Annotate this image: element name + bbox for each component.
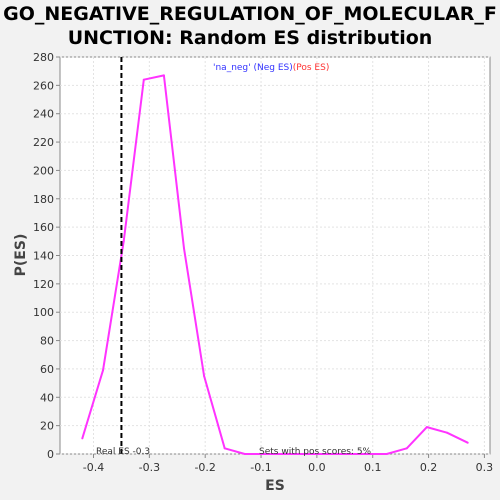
y-axis-title: P(ES)	[13, 234, 29, 277]
y-tick-label: 60	[40, 363, 54, 376]
data-point	[81, 437, 84, 440]
y-tick-label: 160	[33, 221, 54, 234]
data-point	[203, 375, 206, 377]
real-es-label: Real ES -0.3	[96, 447, 150, 457]
y-tick-label: 0	[47, 448, 54, 461]
legend-pos-es: (Pos ES)	[293, 63, 330, 73]
y-tick-label: 200	[33, 164, 54, 177]
x-tick-label: -0.1	[250, 461, 271, 474]
x-axis-title: ES	[265, 478, 285, 494]
data-point	[405, 447, 408, 450]
y-tick-label: 180	[33, 193, 54, 206]
x-tick-label: 0.3	[476, 461, 494, 474]
data-point	[365, 453, 367, 455]
data-point	[466, 441, 469, 444]
data-point	[142, 78, 145, 81]
legend: 'na_neg' (Neg ES)(Pos ES)	[213, 63, 329, 73]
data-point	[284, 453, 287, 455]
data-point	[344, 453, 347, 455]
data-point	[425, 426, 428, 429]
data-point	[223, 447, 226, 450]
data-point	[102, 369, 104, 372]
y-tick-label: 220	[33, 136, 54, 149]
data-point	[162, 74, 165, 77]
data-point	[263, 453, 266, 455]
y-tick-label: 280	[33, 51, 54, 64]
data-point	[324, 453, 327, 455]
legend-neg-es: 'na_neg' (Neg ES)	[213, 63, 293, 73]
y-tick-label: 140	[33, 250, 54, 263]
data-point	[243, 453, 246, 455]
chart-title: GO_NEGATIVE_REGULATION_OF_MOLECULAR_F UN…	[3, 3, 497, 49]
x-axis: -0.4 -0.3 -0.2 -0.1 0.0 0.1 0.2 0.3	[83, 454, 493, 474]
data-point	[304, 453, 307, 455]
y-tick-label: 240	[33, 108, 54, 121]
y-tick-label: 40	[40, 391, 54, 404]
x-tick-label: 0.2	[420, 461, 438, 474]
es-distribution-line	[81, 74, 469, 455]
x-tick-label: 0.1	[364, 461, 382, 474]
data-point	[122, 240, 125, 243]
x-tick-label: -0.2	[194, 461, 215, 474]
y-tick-label: 260	[33, 79, 54, 92]
data-point	[183, 247, 185, 250]
x-tick-label: 0.0	[308, 461, 326, 474]
x-tick-label: -0.4	[83, 461, 104, 474]
y-tick-label: 120	[33, 278, 54, 291]
data-point	[446, 431, 448, 434]
pos-scores-annotation: Sets with pos scores: 5%	[259, 447, 372, 457]
data-point	[385, 453, 388, 455]
y-tick-label: 100	[33, 306, 54, 319]
y-tick-label: 80	[40, 335, 54, 348]
y-axis: 0 20 40 60 80 100 120 140 160 180 200 220 240 260 280	[33, 51, 60, 461]
y-tick-label: 20	[40, 420, 54, 433]
x-tick-label: -0.3	[139, 461, 160, 474]
series-layer	[81, 74, 469, 455]
